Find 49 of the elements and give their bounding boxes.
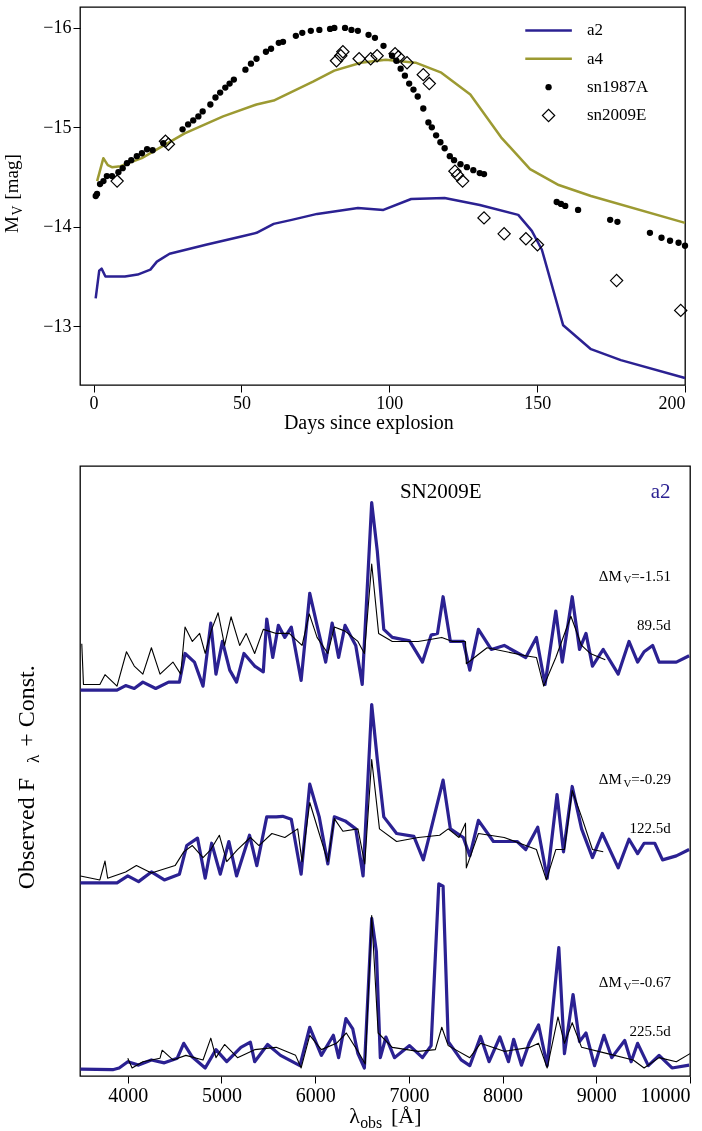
point [609,273,624,288]
legend-label: sn2009E [586,105,647,125]
point [329,53,344,68]
x-tick-label: 50 [232,392,251,413]
y-tick-label: −15 [43,116,72,137]
y-tick-label: −13 [43,315,72,336]
y-tick-label: −16 [43,17,72,38]
x-axis-title: Days since explosion [283,411,454,434]
annotation: 89.5d [636,616,672,633]
legend-label: a4 [586,48,604,68]
x-tick-label: 0 [89,392,99,413]
x-tick-label: 5000 [201,1083,242,1106]
annotation: 122.5d [629,819,672,836]
x-tick-label: 9000 [576,1083,617,1106]
point [110,174,124,188]
point [497,227,511,241]
point [388,47,402,61]
point [370,49,384,63]
point [352,52,366,66]
point [400,55,414,70]
x-tick-label: 150 [524,392,552,413]
point [334,49,348,63]
point [336,45,350,59]
point [477,211,491,225]
x-tick-label: 10000 [640,1083,691,1106]
line-series [94,196,687,380]
x-tick-label: 8000 [483,1083,524,1106]
text: SN2009E [399,479,482,503]
x-tick-label: 4000 [108,1083,149,1106]
x-tick-label: 6000 [295,1083,336,1106]
x-tick-label: 200 [658,392,686,413]
point [416,67,430,82]
y-tick-label: −14 [43,216,72,237]
point [450,168,465,182]
x-tick-label: 100 [376,392,404,413]
y-axis-title: MV [mag] [1,154,25,234]
point [455,174,470,188]
point [448,164,462,178]
x-tick-label: 7000 [389,1083,430,1106]
y-axis-title: Observed Fλ + Const. [13,665,44,890]
legend-label: a2 [586,20,604,40]
legend-label: sn1987A [586,77,650,97]
text: a2 [650,479,671,503]
annotation: 225.5d [629,1023,672,1040]
point [530,238,545,252]
point [422,76,436,91]
point [519,232,533,246]
point [363,52,378,66]
point [673,303,688,318]
